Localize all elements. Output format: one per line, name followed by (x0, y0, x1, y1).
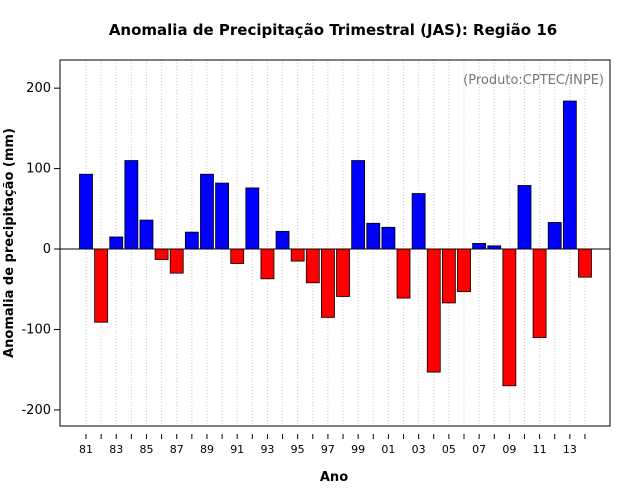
y-tick-label: 0 (43, 242, 51, 257)
bar-1992 (245, 187, 260, 250)
x-tick-label: 97 (321, 443, 335, 456)
bar-1996 (305, 248, 320, 284)
plot-frame (59, 59, 611, 427)
bar-1984 (124, 160, 139, 250)
bar-1998 (336, 248, 350, 297)
y-tick-label: 100 (26, 162, 51, 177)
bar-1988 (184, 231, 199, 250)
x-tick-label: 85 (139, 443, 153, 456)
x-axis-label: Ano (320, 470, 348, 485)
bar-1990 (215, 182, 229, 250)
bar-1985 (139, 219, 154, 250)
bar-2012 (547, 222, 562, 250)
chart-title: Anomalia de Precipitação Trimestral (JAS… (109, 21, 557, 39)
bar-1997 (321, 248, 335, 318)
bar-1994 (275, 230, 290, 250)
y-axis: -200 -100 0 100 200 (21, 81, 60, 418)
x-tick-label: 81 (79, 443, 93, 456)
y-axis-label: Anomalia de precipitação (mm) (2, 128, 17, 358)
bar-2000 (366, 222, 381, 250)
x-tick-label: 03 (412, 443, 426, 456)
x-tick-label: 09 (502, 443, 516, 456)
x-tick-label: 95 (291, 443, 305, 456)
x-tick-label: 87 (170, 443, 184, 456)
x-tick-label: 83 (109, 443, 123, 456)
bar-2008 (487, 245, 502, 250)
bar-1993 (260, 248, 275, 280)
bar-2011 (532, 248, 547, 338)
bar-2003 (411, 193, 426, 250)
bar-2006 (457, 248, 471, 293)
bar-2004 (426, 248, 441, 373)
x-tick-label: 11 (533, 443, 547, 456)
bar-1995 (290, 248, 305, 262)
x-tick-label: 05 (442, 443, 456, 456)
x-tick-label: 13 (563, 443, 577, 456)
x-axis: 81 83 85 87 89 91 93 95 97 99 01 03 05 07 09 11 13 (79, 434, 586, 456)
bar-2014 (578, 248, 592, 278)
bar-2013 (562, 100, 577, 250)
bar-2002 (396, 248, 411, 299)
bar-1991 (230, 248, 245, 264)
x-tick-label: 07 (472, 443, 486, 456)
x-tick-label: 89 (200, 443, 214, 456)
bar-1983 (109, 236, 124, 250)
bar-2009 (502, 248, 517, 387)
x-tick-label: 93 (260, 443, 274, 456)
bar-2007 (472, 242, 487, 250)
y-tick-label: 200 (26, 81, 51, 96)
x-tick-label: 91 (230, 443, 244, 456)
y-tick-label: -200 (21, 403, 51, 418)
x-tick-label: 01 (381, 443, 395, 456)
bar-1987 (169, 248, 184, 274)
bar-2005 (441, 248, 456, 304)
bar-1999 (351, 160, 366, 250)
x-tick-label: 99 (351, 443, 365, 456)
y-tick-label: -100 (21, 322, 51, 337)
bar-1981 (79, 173, 93, 250)
bar-1986 (154, 248, 169, 260)
bars-layer (79, 100, 592, 387)
source-note: (Produto:CPTEC/INPE) (463, 73, 604, 88)
bar-2001 (381, 226, 396, 250)
bar-2010 (517, 185, 532, 250)
bar-1982 (94, 248, 109, 323)
bar-1989 (200, 173, 214, 250)
